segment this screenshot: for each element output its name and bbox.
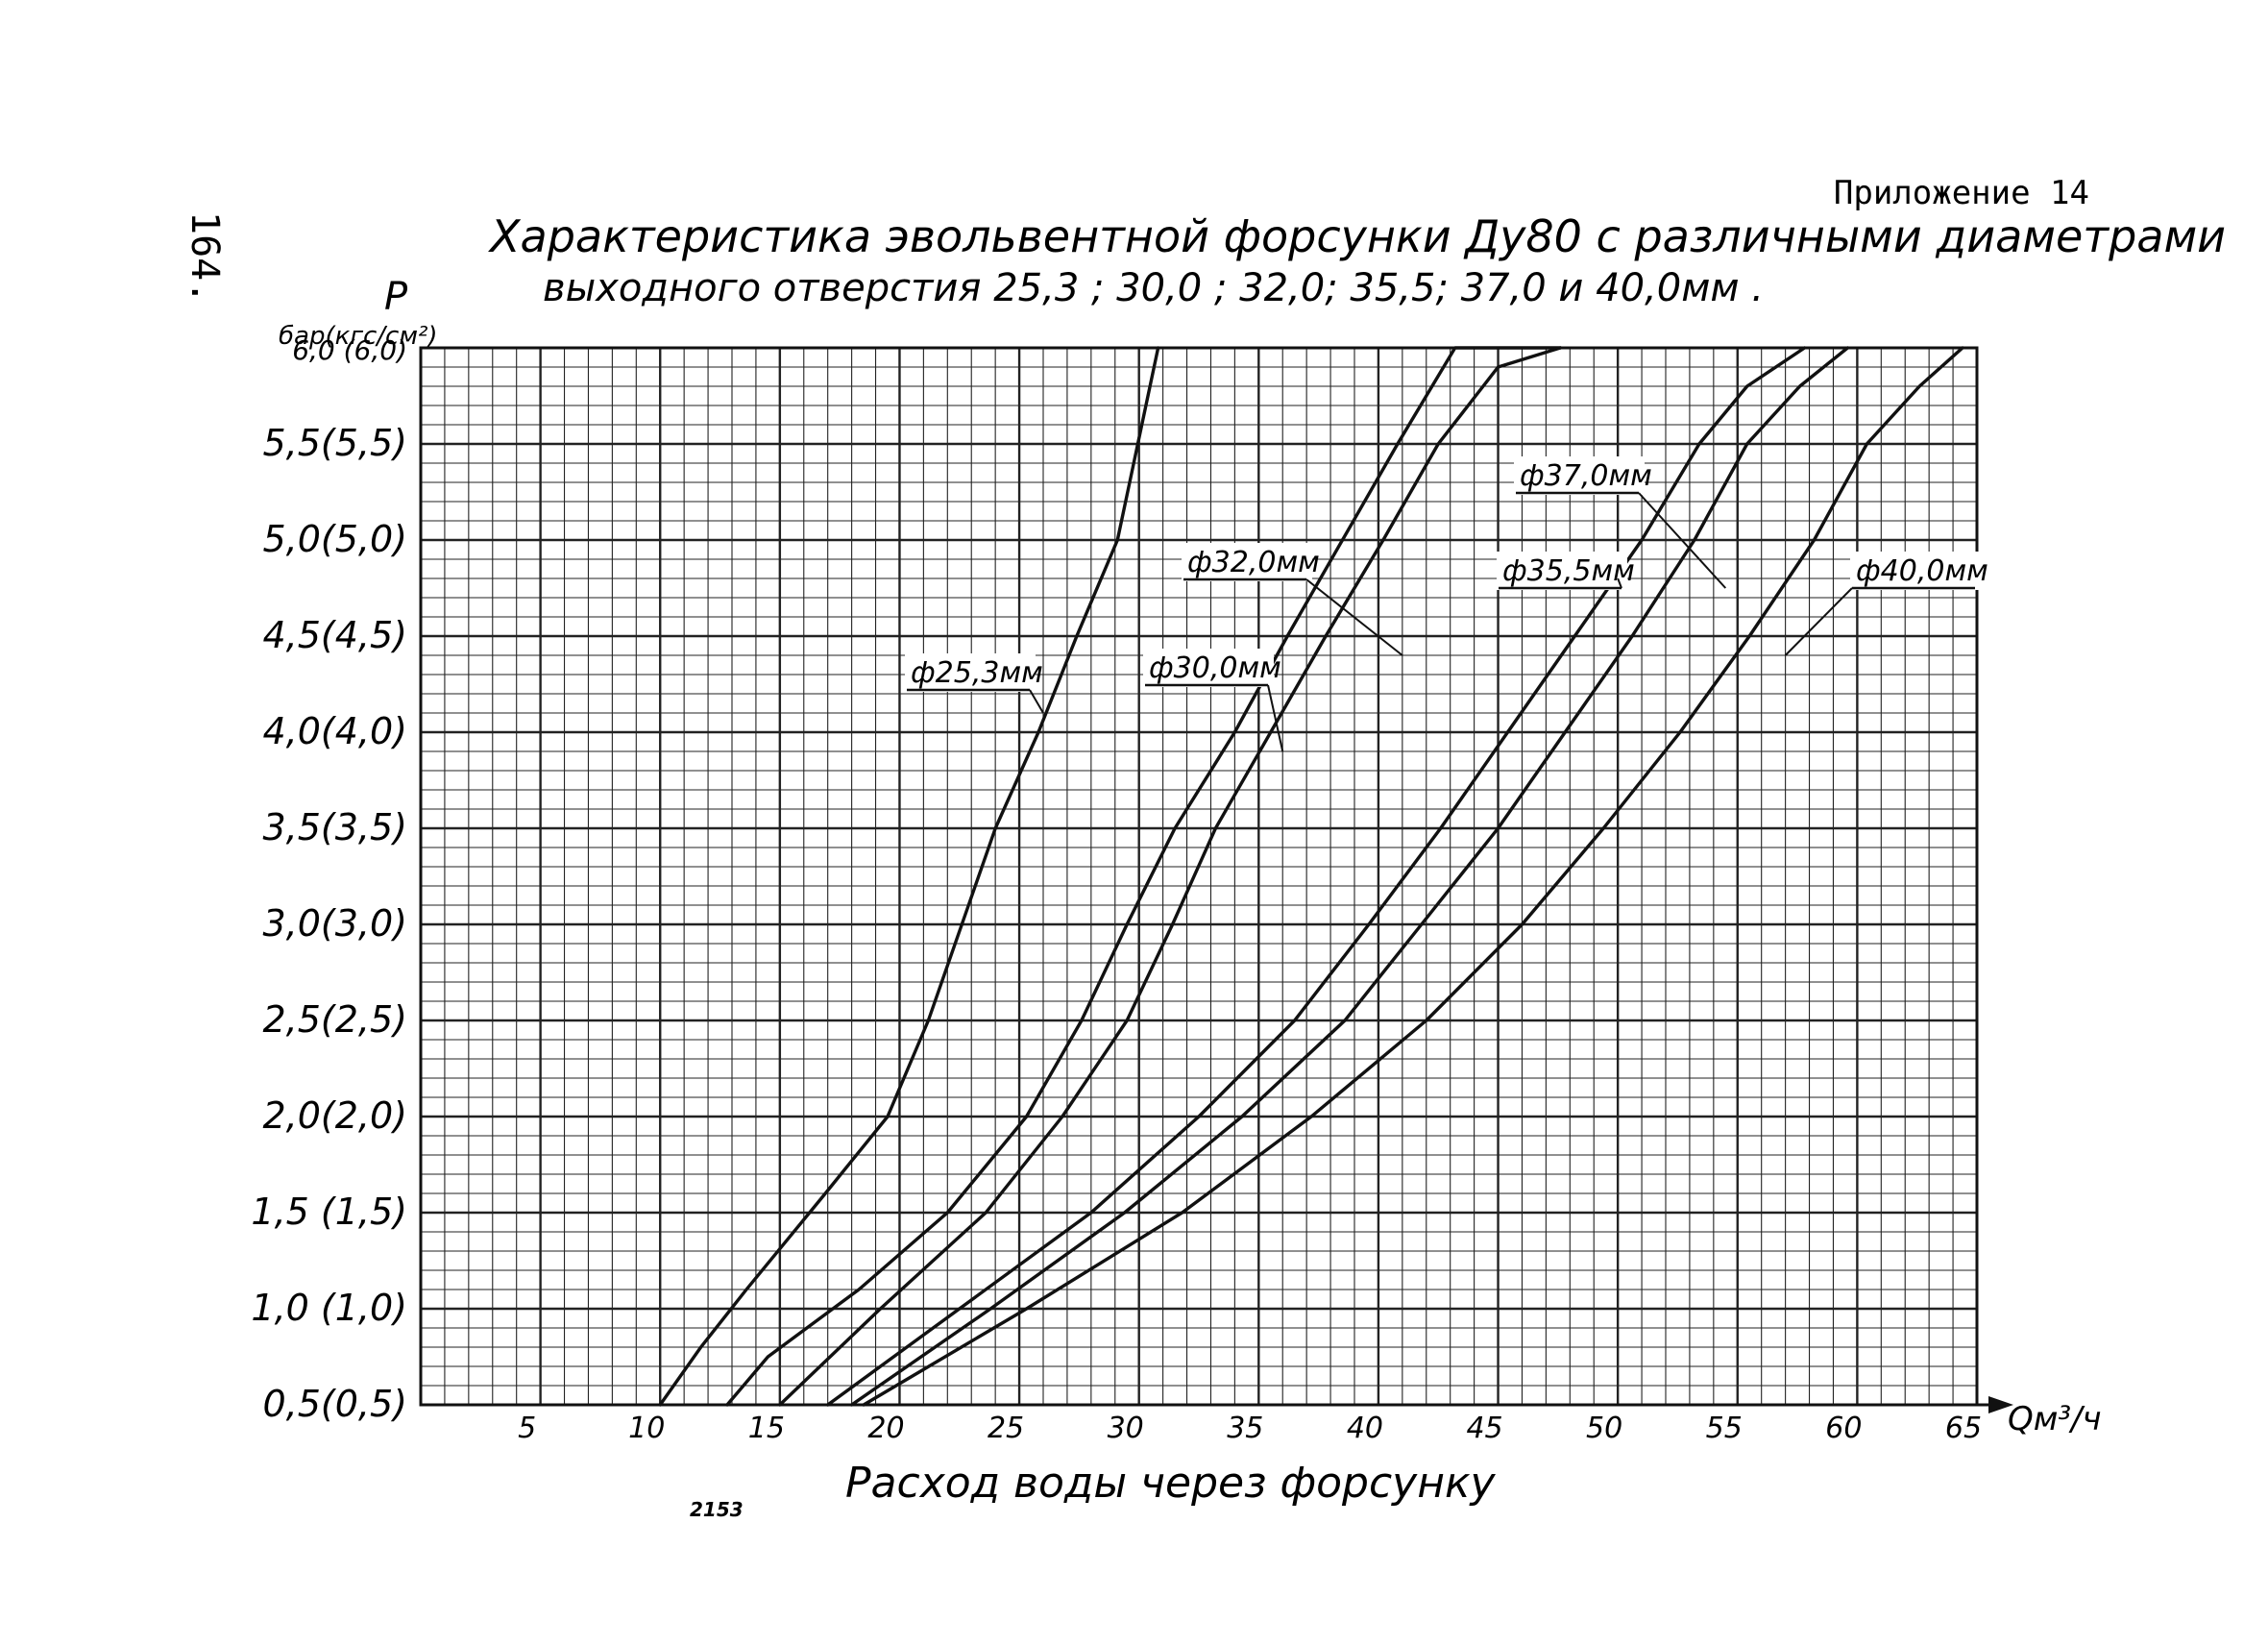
curve-label: ф30,0мм xyxy=(1149,651,1281,685)
x-tick-label: 40 xyxy=(1347,1412,1383,1445)
series-line xyxy=(778,346,1562,1407)
x-tick-label: 45 xyxy=(1466,1412,1502,1445)
x-tick-label: 25 xyxy=(988,1412,1024,1445)
page-number: 164. xyxy=(183,211,227,304)
series-line xyxy=(849,346,1850,1407)
y-axis-units: бар(кгс/см²) xyxy=(279,322,438,351)
y-tick-label: 1,0 (1,0) xyxy=(251,1287,407,1329)
x-tick-labels: 5 10 15 20 25 30 35 40 45 50 55 60 65 xyxy=(518,1412,1982,1445)
x-tick-label: 35 xyxy=(1227,1412,1263,1445)
y-tick-label: 2,5(2,5) xyxy=(262,998,407,1041)
curve-label: ф35,5мм xyxy=(1502,554,1635,588)
curve-label-leader xyxy=(1638,492,1727,589)
curve-label: ф37,0мм xyxy=(1520,459,1652,493)
chart-title-line2: выходного отверстия 25,3 ; 30,0 ; 32,0; … xyxy=(543,266,1764,310)
series-curves xyxy=(658,346,1964,1407)
x-tick-label: 65 xyxy=(1945,1412,1982,1445)
curve-label-leader xyxy=(1617,577,1622,589)
curve-label-leader xyxy=(1029,689,1044,714)
curve-label-background xyxy=(1143,649,1274,687)
x-tick-label: 10 xyxy=(628,1412,665,1445)
series-line xyxy=(725,346,1562,1407)
plot-border xyxy=(419,346,1979,1407)
y-tick-label: 2,0(2,0) xyxy=(262,1094,407,1137)
y-tick-labels: 0,5(0,5) 1,0 (1,0) 1,5 (1,5) 2,0(2,0) 2,5(2,… xyxy=(251,334,407,1425)
y-tick-label: 4,0(4,0) xyxy=(262,710,407,752)
x-axis-arrowhead xyxy=(1988,1396,2013,1413)
appendix-label: Приложение 14 xyxy=(1834,174,2089,212)
y-tick-label: 4,5(4,5) xyxy=(262,614,407,656)
curve-label-background xyxy=(1850,552,1981,590)
y-tick-label: 5,5(5,5) xyxy=(262,422,407,464)
series-line xyxy=(826,346,1807,1407)
x-tick-label: 60 xyxy=(1825,1412,1862,1445)
y-tick-label: 5,0(5,0) xyxy=(262,518,407,560)
x-tick-label: 55 xyxy=(1706,1412,1743,1445)
curve-label-leader xyxy=(1305,578,1403,656)
curve-label: ф40,0мм xyxy=(1856,554,1988,588)
curve-label-background xyxy=(1514,456,1645,495)
series-line xyxy=(862,346,1964,1407)
curve-label: ф32,0мм xyxy=(1187,546,1320,579)
x-tick-label: 5 xyxy=(518,1412,536,1445)
y-tick-label: 6,0 (6,0) xyxy=(292,334,407,366)
x-tick-label: 30 xyxy=(1108,1412,1144,1445)
curve-label: ф25,3мм xyxy=(911,656,1043,690)
y-axis-symbol: P xyxy=(384,275,408,319)
x-tick-label: 15 xyxy=(748,1412,785,1445)
x-axis-label: Расход воды через форсунку xyxy=(845,1459,1497,1508)
x-tick-label: 20 xyxy=(867,1412,904,1445)
x-axis-unit: Qм³/ч xyxy=(2008,1400,2102,1438)
minor-gridlines xyxy=(421,348,1977,1405)
y-tick-label: 3,0(3,0) xyxy=(262,902,407,945)
y-tick-label: 0,5(0,5) xyxy=(262,1383,407,1425)
curve-label-background xyxy=(1182,543,1312,581)
chart-title-line1: Характеристика эвольвентной форсунки Ду8… xyxy=(488,210,2226,262)
curve-label-leader xyxy=(1784,587,1853,656)
series-line xyxy=(658,346,1160,1407)
curve-labels: ф25,3мм ф30,0мм ф32,0мм ф35,5мм ф37,0мм ф40,0… xyxy=(905,456,1988,752)
major-gridlines xyxy=(419,346,1979,1407)
y-tick-label: 3,5(3,5) xyxy=(262,806,407,848)
plot-frame xyxy=(419,346,2013,1413)
x-tick-label: 50 xyxy=(1586,1412,1622,1445)
curve-label-background xyxy=(1497,552,1627,590)
curve-label-leader xyxy=(1267,684,1284,752)
curve-label-background xyxy=(905,653,1036,692)
margin-scribble: 2153 xyxy=(690,1498,744,1521)
y-tick-label: 1,5 (1,5) xyxy=(251,1191,407,1233)
